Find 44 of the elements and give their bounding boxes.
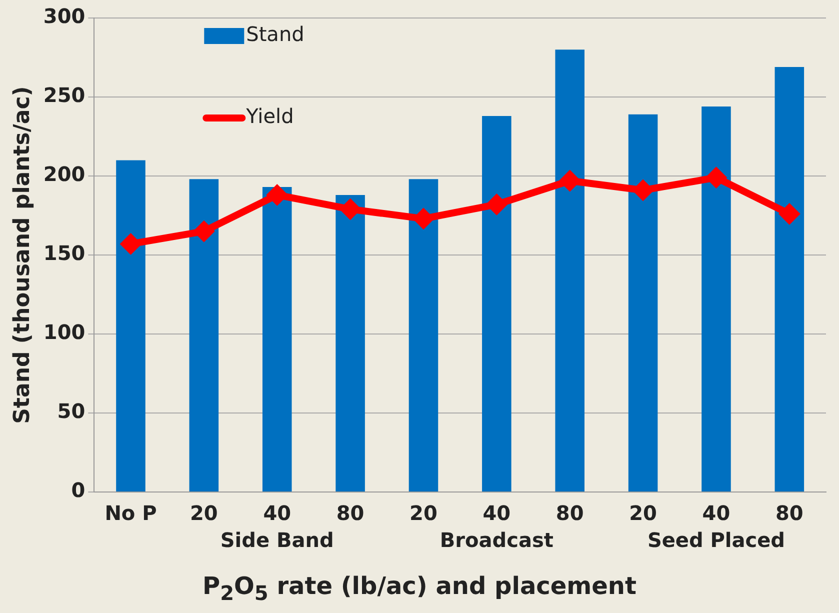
point bbox=[487, 194, 506, 214]
legend-label: Stand bbox=[246, 22, 304, 46]
y-axis-title: Stand (thousand plants/ac) bbox=[10, 86, 35, 424]
bar bbox=[702, 106, 731, 492]
y-tick-label: 300 bbox=[43, 4, 86, 28]
bar bbox=[189, 179, 219, 492]
y-tick-label: 250 bbox=[43, 83, 86, 108]
point bbox=[706, 168, 726, 188]
y-tick-label: 150 bbox=[43, 241, 86, 266]
x-tick-label: 20 bbox=[410, 501, 438, 526]
x-tick-label: 40 bbox=[482, 501, 511, 526]
x-tick-label: 20 bbox=[190, 501, 218, 526]
y-tick-label: 200 bbox=[43, 162, 86, 186]
bar bbox=[408, 179, 438, 492]
x-tick-label: 40 bbox=[263, 501, 292, 526]
x-tick-label: 80 bbox=[336, 501, 364, 526]
point bbox=[268, 185, 287, 204]
x-axis-title: P$_{2}$O$_{5}$ rate (lb/ac) and placement bbox=[202, 572, 638, 605]
legend-label: Yield bbox=[245, 104, 294, 128]
x-tick-label: No P bbox=[104, 501, 157, 526]
text: Side Band bbox=[220, 528, 334, 552]
bar bbox=[336, 194, 365, 492]
y-tick-label: 50 bbox=[57, 399, 86, 424]
point bbox=[560, 171, 580, 190]
bar bbox=[116, 160, 146, 492]
x-tick-label: 40 bbox=[702, 501, 730, 526]
x-tick-label: 20 bbox=[629, 501, 657, 526]
text: Seed Placed bbox=[647, 528, 786, 552]
y-tick-label: 100 bbox=[43, 320, 86, 344]
point bbox=[340, 200, 360, 219]
text: Broadcast bbox=[440, 528, 554, 552]
x-tick-label: 80 bbox=[556, 501, 584, 526]
bar bbox=[774, 66, 804, 492]
bar bbox=[482, 116, 512, 492]
point bbox=[634, 180, 653, 200]
point bbox=[194, 222, 214, 241]
x-tick-label: 80 bbox=[775, 501, 804, 526]
y-tick-label: 0 bbox=[71, 478, 86, 502]
point bbox=[780, 204, 799, 224]
bar bbox=[555, 50, 584, 492]
bar bbox=[628, 114, 658, 492]
point bbox=[414, 209, 433, 228]
bar bbox=[262, 187, 292, 492]
point bbox=[121, 234, 140, 254]
